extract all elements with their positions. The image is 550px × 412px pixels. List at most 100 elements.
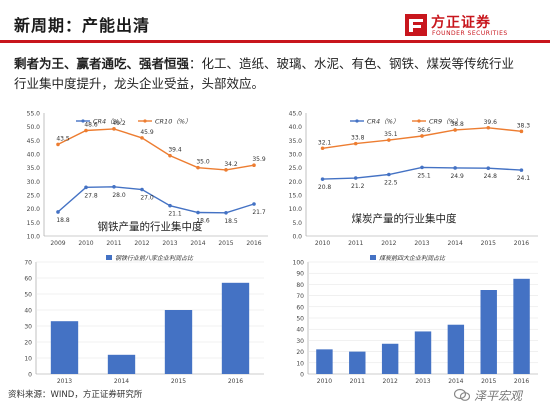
data-point xyxy=(196,165,200,170)
x-tick-label: 2009 xyxy=(50,240,65,247)
summary-text: 剩者为王、赢者通吃、强者恒强：化工、造纸、玻璃、水泥、有色、钢铁、煤炭等传统行业… xyxy=(14,54,542,94)
legend-label: CR4（%） xyxy=(93,117,125,125)
data-point xyxy=(196,210,200,215)
company-logo: 方正证券 FOUNDER SECURITIES xyxy=(404,12,544,40)
steel-profit-share-chart: 0 10 20 30 40 50 60 70 2013 2014 2015 2016 钢铁行业前八家企业… xyxy=(6,250,272,386)
y-tick-label: 25.0 xyxy=(289,165,303,172)
y-tick-label: 0 xyxy=(300,372,304,379)
founder-logo-icon xyxy=(405,14,427,36)
data-point xyxy=(112,127,116,131)
data-point xyxy=(486,125,491,130)
data-point xyxy=(252,202,256,206)
y-tick-label: 70 xyxy=(296,293,304,300)
data-label: 35.9 xyxy=(252,156,266,163)
title-divider xyxy=(0,40,550,43)
y-tick-label: 40.0 xyxy=(27,152,41,159)
source-note: 资料来源：WIND，方正证券研究所 xyxy=(8,390,143,400)
y-tick-label: 15.0 xyxy=(27,220,41,227)
data-point xyxy=(353,141,358,146)
bar xyxy=(480,290,497,374)
watermark: 泽平宏观 xyxy=(454,386,546,406)
x-tick-label: 2014 xyxy=(448,240,463,247)
data-point xyxy=(353,176,358,180)
legend-marker xyxy=(355,119,359,123)
data-label: 18.5 xyxy=(224,218,238,225)
data-point xyxy=(420,134,424,138)
x-tick-label: 2012 xyxy=(134,240,149,247)
data-point xyxy=(56,210,60,214)
x-tick-label: 2014 xyxy=(448,378,463,385)
x-tick-label: 2012 xyxy=(381,240,396,247)
data-label: 38.8 xyxy=(450,121,464,128)
x-tick-label: 2014 xyxy=(190,240,205,247)
x-tick-label: 2011 xyxy=(106,240,121,247)
x-tick-label: 2016 xyxy=(228,378,243,385)
legend-label: 钢铁行业前八家企业利润占比 xyxy=(115,254,194,262)
summary-lead: 剩者为王、赢者通吃、强者恒强 xyxy=(14,56,190,71)
data-label: 33.8 xyxy=(351,135,365,142)
legend-marker xyxy=(81,119,85,123)
data-point xyxy=(224,210,228,215)
y-tick-label: 50 xyxy=(24,292,32,299)
y-tick-label: 35.0 xyxy=(27,165,41,172)
steel-concentration-chart: 10.0 15.0 20.0 25.0 30.0 35.0 40.0 45.0 50.0 55.0… xyxy=(6,106,272,248)
y-tick-label: 10.0 xyxy=(27,234,41,241)
data-point xyxy=(252,163,256,168)
data-label: 21.2 xyxy=(351,183,365,190)
y-tick-label: 0 xyxy=(28,372,32,379)
data-point xyxy=(486,166,491,171)
data-label: 34.2 xyxy=(224,161,238,168)
data-label: 27.8 xyxy=(84,192,98,199)
y-tick-label: 90 xyxy=(296,271,304,278)
watermark-text: 泽平宏观 xyxy=(474,389,523,403)
legend-swatch xyxy=(370,255,376,260)
data-label: 48.6 xyxy=(84,121,98,128)
y-tick-label: 40 xyxy=(296,327,304,334)
data-label: 27.0 xyxy=(140,195,154,202)
x-tick-label: 2012 xyxy=(383,378,398,385)
data-point xyxy=(84,128,88,133)
data-label: 21.1 xyxy=(168,211,182,218)
data-point xyxy=(56,142,60,147)
y-tick-label: 40.0 xyxy=(289,124,303,131)
data-point xyxy=(140,136,144,140)
y-tick-label: 15.0 xyxy=(289,193,303,200)
data-point xyxy=(453,128,457,132)
x-tick-label: 2016 xyxy=(246,240,261,247)
coal-bar-chart: 0 10 20 30 40 50 60 70 80 90 100 2010 2011 2012 2013 20… xyxy=(293,254,538,385)
data-label: 39.6 xyxy=(484,119,498,126)
y-tick-label: 25.0 xyxy=(27,193,41,200)
y-tick-label: 20.0 xyxy=(27,206,41,213)
chart-caption: 钢铁产量的行业集中度 xyxy=(98,220,203,233)
page-title: 新周期：产能出清 xyxy=(14,16,151,35)
y-tick-label: 20.0 xyxy=(289,179,303,186)
summary-line-1: 剩者为王、赢者通吃、强者恒强：化工、造纸、玻璃、水泥、有色、钢铁、煤炭等传统行业 xyxy=(14,54,542,74)
legend-label: 煤炭前四大企业利润占比 xyxy=(379,254,446,262)
x-tick-label: 2013 xyxy=(57,378,72,385)
coal-profit-share-chart: 0 10 20 30 40 50 60 70 80 90 100 2010 2011 2012 2013 20… xyxy=(288,250,544,386)
y-tick-label: 20 xyxy=(24,340,32,347)
y-tick-label: 10 xyxy=(24,356,32,363)
y-tick-label: 45.0 xyxy=(289,111,303,118)
slide-header: 新周期：产能出清 方正证券 FOUNDER SECURITIES xyxy=(0,0,550,46)
data-point xyxy=(140,187,144,192)
x-tick-label: 2015 xyxy=(218,240,233,247)
y-tick-label: 55.0 xyxy=(27,111,41,118)
x-tick-label: 2011 xyxy=(350,378,365,385)
data-label: 24.8 xyxy=(484,173,498,180)
legend-marker xyxy=(417,119,421,123)
series-line-2 xyxy=(57,128,255,171)
data-label: 20.8 xyxy=(318,184,332,191)
y-tick-label: 60 xyxy=(296,304,304,311)
x-tick-label: 2013 xyxy=(415,378,430,385)
y-tick-label: 60 xyxy=(24,276,32,283)
data-point xyxy=(387,138,391,142)
data-point xyxy=(168,153,172,158)
data-label: 24.1 xyxy=(517,175,531,182)
x-tick-label: 2014 xyxy=(114,378,129,385)
logo-name: 方正证券 xyxy=(431,15,491,31)
bar xyxy=(316,349,333,374)
steel-bar-chart: 0 10 20 30 40 50 60 70 2013 2014 2015 2016 钢铁行业前八家企业… xyxy=(24,254,264,385)
data-label: 36.6 xyxy=(417,127,431,134)
y-tick-label: 35.0 xyxy=(289,138,303,145)
